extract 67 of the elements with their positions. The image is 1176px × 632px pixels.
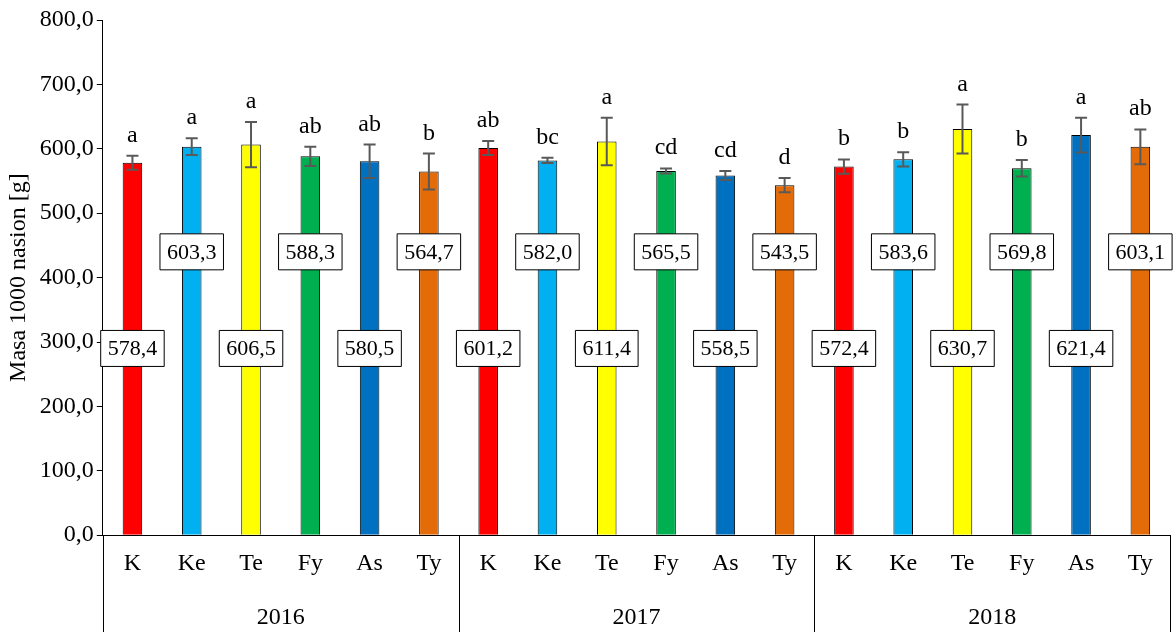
annotation: b <box>837 124 850 151</box>
annotation: bc <box>536 122 559 149</box>
data-label: 606,5 <box>226 335 276 361</box>
x-tick-label: Ke <box>889 548 918 575</box>
data-label: 578,4 <box>107 335 158 361</box>
annotation: cd <box>654 133 678 160</box>
y-tick-label: 400,0 <box>39 262 94 289</box>
x-tick-label: Te <box>950 548 975 575</box>
annotation: d <box>778 143 791 170</box>
data-label: 630,7 <box>937 335 988 361</box>
x-tick-label: Ke <box>177 548 206 575</box>
y-axis-title: Masa 1000 nasion [g] <box>3 173 30 382</box>
x-tick-label: As <box>712 548 739 575</box>
annotation: a <box>127 120 139 147</box>
annotation: b <box>422 118 435 145</box>
x-tick-label: As <box>356 548 383 575</box>
data-label: 621,4 <box>1056 335 1106 361</box>
data-label: 603,3 <box>166 238 217 264</box>
x-tick-label: Te <box>239 548 263 575</box>
annotation: ab <box>298 111 322 138</box>
y-tick-label: 200,0 <box>39 391 94 418</box>
y-tick-label: 100,0 <box>39 456 94 483</box>
x-tick-label: Ke <box>533 548 562 575</box>
x-tick-label: K <box>123 548 142 575</box>
y-tick-label: 700,0 <box>39 69 94 96</box>
x-tick-label: Ty <box>772 548 798 575</box>
annotation: a <box>245 87 257 114</box>
y-tick-label: 500,0 <box>39 198 94 225</box>
data-label: 569,8 <box>997 238 1047 264</box>
data-label: 580,5 <box>344 335 395 361</box>
data-label: 543,5 <box>759 238 810 264</box>
y-tick-label: 300,0 <box>39 327 94 354</box>
text: 2018 <box>968 603 1017 630</box>
data-label: 572,4 <box>819 335 869 361</box>
annotation: ab <box>358 109 381 136</box>
x-tick-label: Fy <box>1009 548 1035 575</box>
data-label: 611,4 <box>582 335 632 361</box>
annotation: a <box>186 103 198 130</box>
x-tick-label: Fy <box>297 548 323 575</box>
annotation: b <box>897 117 910 144</box>
x-tick-label: Ty <box>416 548 442 575</box>
data-label: 558,5 <box>700 335 751 361</box>
annotation: ab <box>476 105 500 132</box>
text: 2016 <box>256 603 305 630</box>
data-label: 582,0 <box>522 238 573 264</box>
x-tick-label: K <box>835 548 854 575</box>
data-label: 603,1 <box>1115 238 1166 264</box>
annotation: b <box>1015 124 1028 151</box>
annotation: a <box>957 69 969 96</box>
data-label: 583,6 <box>878 238 928 264</box>
x-tick-label: K <box>479 548 498 575</box>
annotation: cd <box>714 136 737 163</box>
text: 2017 <box>612 603 661 630</box>
annotation: ab <box>1129 94 1152 121</box>
annotation: a <box>601 82 613 109</box>
x-tick-label: As <box>1067 548 1095 575</box>
x-tick-label: Te <box>594 548 619 575</box>
x-tick-label: Ty <box>1127 548 1153 575</box>
y-tick-label: 600,0 <box>39 134 94 161</box>
y-tick-label: 800,0 <box>39 5 94 32</box>
data-label: 565,5 <box>641 238 691 264</box>
annotation: a <box>1075 82 1087 109</box>
y-tick-label: 0,0 <box>63 520 94 547</box>
data-label: 564,7 <box>404 238 454 264</box>
x-tick-label: Fy <box>653 548 679 575</box>
data-label: 601,2 <box>463 335 513 361</box>
data-label: 588,3 <box>285 238 336 264</box>
